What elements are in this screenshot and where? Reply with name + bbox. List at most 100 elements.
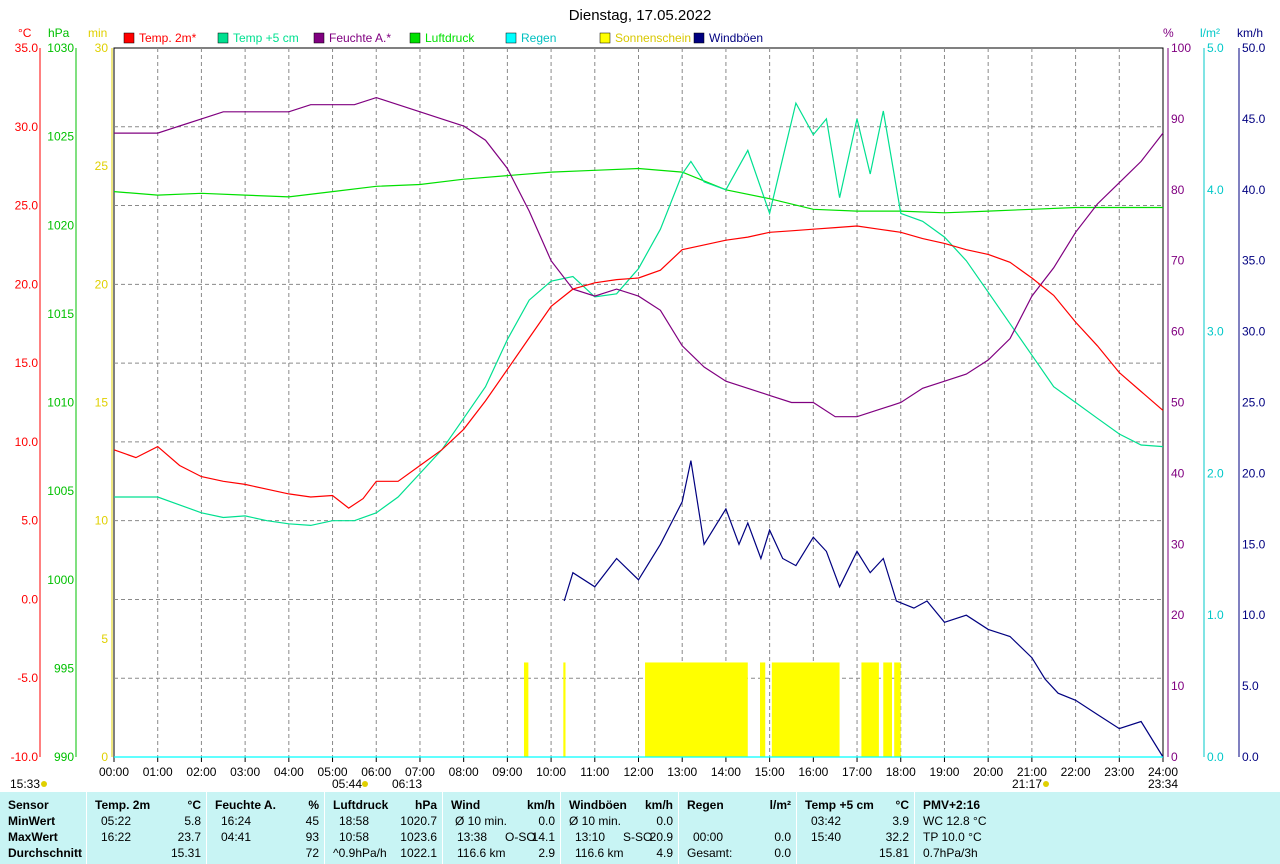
- pressure-tick-label: 1005: [47, 484, 74, 498]
- sunshine-bar: [523, 662, 529, 757]
- time-tick-label: 18:00: [886, 765, 916, 779]
- grid: [113, 47, 1164, 758]
- stats-druck-trend: ^0.9hPa/h: [333, 846, 387, 860]
- stats-wind: Wind km/h Ø 10 min. 0.0 13:38 O-SO 14.1 116.…: [442, 792, 561, 864]
- temp-unit-label: °C: [18, 26, 32, 40]
- stats-feuchte: Feuchte A.% 16:24 45 04:41 93 72: [206, 792, 325, 864]
- time-tick-label: 08:00: [449, 765, 479, 779]
- stats-temp5-max-time: 15:40: [811, 830, 842, 844]
- stats-wind-avg10-val: 0.0: [538, 814, 555, 828]
- stats-boeen-max-dir: S-SO: [623, 830, 653, 844]
- sunshine-bar: [645, 662, 748, 757]
- stats-boeen-avg-val: 4.9: [656, 846, 673, 860]
- wind-tick-label: 5.0: [1242, 679, 1259, 693]
- series-temp-5-cm-line: [114, 101, 1164, 527]
- stats-temp5-title: Temp +5 cm: [805, 798, 874, 812]
- legend-label: Temp. 2m*: [139, 31, 197, 45]
- stats-regen-time: 00:00: [693, 830, 724, 844]
- stats-wind-max-dir: O-SO: [505, 830, 536, 844]
- legend-swatch: [505, 32, 517, 44]
- stats-wind-avg-val: 2.9: [538, 846, 555, 860]
- sun-tick-label: 5: [101, 632, 108, 646]
- time-tick-label: 14:00: [711, 765, 741, 779]
- legend-swatch: [599, 32, 611, 44]
- stats-druck-max-val: 1023.6: [400, 830, 437, 844]
- stats-regen-total-val: 0.0: [774, 846, 791, 860]
- stats-feuchte-min-val: 45: [305, 814, 319, 828]
- hpa-unit-label: hPa: [48, 26, 70, 40]
- rain-tick-label: 4.0: [1207, 183, 1224, 197]
- pressure-tick-label: 995: [54, 661, 74, 675]
- legend: Temp. 2m* Temp +5 cm Feuchte A.* Luftdruck R…: [123, 31, 763, 45]
- legend-label: Temp +5 cm: [233, 31, 299, 45]
- stats-temp2m: Temp. 2m °C 05:22 5.8 16:22 23.7 15.31: [86, 792, 207, 864]
- rain-tick-label: 5.0: [1207, 41, 1224, 55]
- statistics-bar: Sensor MinWert MaxWert Durchschnitt Temp…: [0, 792, 1280, 864]
- stats-regen-unit: l/m²: [769, 798, 791, 812]
- sunshine-bar: [883, 662, 893, 757]
- stats-temp2m-max-time: 16:22: [101, 830, 132, 844]
- weather-chart: Dienstag, 17.05.2022 °C hPa min % l/m² k…: [10, 7, 1266, 791]
- pressure-tick-label: 1000: [47, 573, 74, 587]
- stats-wind-max-val: 14.1: [531, 830, 555, 844]
- legend-label: Sonnenschein: [615, 31, 691, 45]
- stats-feuchte-max-val: 93: [305, 830, 319, 844]
- moon-left-icon: [41, 781, 47, 787]
- stats-pmv-title: PMV+2:16: [923, 798, 981, 812]
- stats-wind-avg10-label: Ø 10 min.: [455, 814, 508, 828]
- legend-swatch: [409, 32, 421, 44]
- time-tick-label: 05:00: [318, 765, 348, 779]
- stats-pmv: PMV+2:16 WC 12.8 °C TP 10.0 °C 0.7hPa/3h: [914, 792, 1280, 864]
- stats-temp5-min-time: 03:42: [811, 814, 842, 828]
- humidity-tick-label: 80: [1171, 183, 1185, 197]
- time-tick-label: 03:00: [230, 765, 260, 779]
- stats-boeen-avg10-val: 0.0: [656, 814, 673, 828]
- wind-tick-label: 50.0: [1242, 41, 1266, 55]
- stats-durchschnitt-label: Durchschnitt: [8, 846, 83, 860]
- stats-boeen-max-time: 13:10: [575, 830, 606, 844]
- stats-sensor: Sensor MinWert MaxWert Durchschnitt: [0, 792, 86, 864]
- stats-boeen-max-val: 20.9: [649, 830, 673, 844]
- pressure-tick-label: 1010: [47, 396, 74, 410]
- time-tick-label: 01:00: [143, 765, 173, 779]
- legend-swatch: [217, 32, 229, 44]
- rain-unit-label: l/m²: [1200, 26, 1220, 40]
- sun-tick-label: 15: [95, 396, 109, 410]
- legend-swatch: [313, 32, 325, 44]
- temp-tick-label: -10.0: [11, 750, 39, 764]
- humidity-tick-label: 90: [1171, 112, 1185, 126]
- time-tick-label: 22:00: [1061, 765, 1091, 779]
- sun-tick-label: 10: [95, 514, 109, 528]
- rain-tick-label: 1.0: [1207, 608, 1224, 622]
- temp-tick-label: -5.0: [17, 671, 38, 685]
- stats-feuchte-min-time: 16:24: [221, 814, 252, 828]
- wind-tick-label: 25.0: [1242, 396, 1266, 410]
- legend-label: Feuchte A.*: [329, 31, 391, 45]
- humidity-tick-label: 70: [1171, 254, 1185, 268]
- stats-druck-min-val: 1020.7: [400, 814, 437, 828]
- temp-tick-label: 35.0: [15, 41, 39, 55]
- time-tick-label: 04:00: [274, 765, 304, 779]
- stats-regen-title: Regen: [687, 798, 724, 812]
- temp-tick-label: 20.0: [15, 277, 39, 291]
- time-tick-label: 10:00: [536, 765, 566, 779]
- stats-temp5-min-val: 3.9: [892, 814, 909, 828]
- humidity-tick-label: 100: [1171, 41, 1191, 55]
- time-tick-label: 06:00: [361, 765, 391, 779]
- legend-swatch: [123, 32, 135, 44]
- axes: 35.0 30.0 25.0 20.0 15.0 10.0 5.0 0.0 -5.0 -10.0 1…: [11, 41, 1266, 779]
- wind-tick-label: 0.0: [1242, 750, 1259, 764]
- series-temp-2m-line: [113, 225, 1164, 509]
- stats-feuchte-title: Feuchte A.: [215, 798, 276, 812]
- pressure-tick-label: 1025: [47, 130, 74, 144]
- stats-temp5-max-val: 32.2: [885, 830, 909, 844]
- wind-tick-label: 10.0: [1242, 608, 1266, 622]
- humidity-tick-label: 50: [1171, 396, 1185, 410]
- moon-right-time: 23:34: [1148, 777, 1178, 791]
- time-tick-label: 11:00: [580, 765, 609, 779]
- humidity-tick-label: 20: [1171, 608, 1185, 622]
- humidity-tick-label: 10: [1171, 679, 1185, 693]
- wind-tick-label: 15.0: [1242, 537, 1266, 551]
- stats-wind-max-time: 13:38: [457, 830, 488, 844]
- wind-tick-label: 20.0: [1242, 466, 1266, 480]
